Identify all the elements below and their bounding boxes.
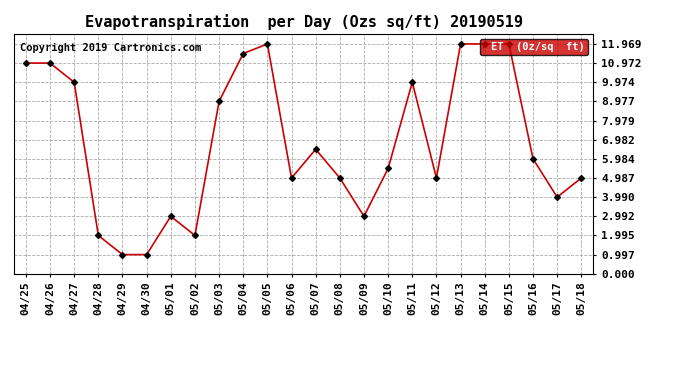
Text: Copyright 2019 Cartronics.com: Copyright 2019 Cartronics.com <box>19 44 201 53</box>
Legend: ET  (0z/sq  ft): ET (0z/sq ft) <box>480 39 588 55</box>
Title: Evapotranspiration  per Day (Ozs sq/ft) 20190519: Evapotranspiration per Day (Ozs sq/ft) 2… <box>85 14 522 30</box>
